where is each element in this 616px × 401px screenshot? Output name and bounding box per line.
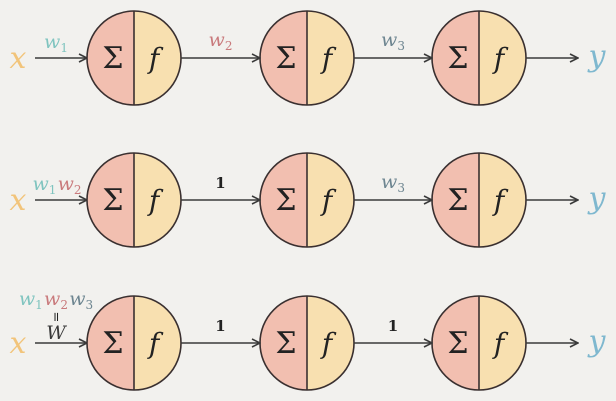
input-weight-label: w1 w2 <box>32 173 81 197</box>
input-weight-label-w1-sub: 1 <box>49 183 57 197</box>
input-weight-label-w2-sub: 2 <box>60 298 68 312</box>
neuron-r2-n2-sum-half <box>260 153 307 247</box>
neuron-r3-n1-sum-half <box>87 296 134 390</box>
link-2-weight-w1: w <box>381 29 397 51</box>
neuron-r1-n1-activation-half <box>134 11 181 105</box>
neuron-r3-n3-sum-half <box>432 296 479 390</box>
input-weight-label: w1 w2 w3 <box>19 288 93 312</box>
neuron-r3-n1-activation-half <box>134 296 181 390</box>
neuron-r3-n1-sum-symbol: Σ <box>102 326 123 361</box>
neuron-r2-n1-sum-half <box>87 153 134 247</box>
neuron-r3-n2-sum-symbol: Σ <box>275 326 296 361</box>
link-2-weight: w3 <box>381 171 405 195</box>
link-1-weight: 1 <box>215 174 225 192</box>
neuron-r1-n3-sum-symbol: Σ <box>447 41 468 76</box>
input-weight-label-w3: w <box>69 288 85 310</box>
input-weight-label-w2: w <box>44 288 60 310</box>
neuron-r1-n1-sum-half <box>87 11 134 105</box>
output-y: y <box>587 324 607 359</box>
neuron-r2-n1-sum-symbol: Σ <box>102 183 123 218</box>
neuron-r3-n2-activation-half <box>307 296 354 390</box>
neuron-r1-n2-activation-half <box>307 11 354 105</box>
link-1-weight: 1 <box>215 317 225 335</box>
neuron-r1-n2-sum-symbol: Σ <box>275 41 296 76</box>
neuron-r2-n1-activation-half <box>134 153 181 247</box>
neuron-r1-n3-activation-half <box>479 11 526 105</box>
link-2-weight-w1-sub: 3 <box>397 181 405 195</box>
neuron-r2-n3-sum-symbol: Σ <box>447 183 468 218</box>
output-y: y <box>587 181 607 216</box>
link-1-weight-w1: w <box>209 29 225 51</box>
neuron-r2-n2-sum-symbol: Σ <box>275 183 296 218</box>
equals-sign: = <box>48 312 63 323</box>
input-x: x <box>10 326 27 361</box>
neuron-r2-n2-activation-half <box>307 153 354 247</box>
neuron-r2-n3-sum-half <box>432 153 479 247</box>
neuron-r1-n1-sum-symbol: Σ <box>102 41 123 76</box>
input-weight-label-w2-sub: 2 <box>74 183 82 197</box>
input-weight-label-w1-sub: 1 <box>60 41 68 55</box>
input-x: x <box>10 41 27 76</box>
neuron-r3-n2-sum-half <box>260 296 307 390</box>
input-weight-label-w1: w <box>32 173 48 195</box>
link-2-weight: 1 <box>388 317 398 335</box>
link-1-weight-w1-sub: 2 <box>225 39 233 53</box>
link-2-weight: w3 <box>381 29 405 53</box>
link-2-weight-w1: w <box>381 171 397 193</box>
input-x: x <box>10 183 27 218</box>
input-weight-label: w1 <box>44 31 68 55</box>
neuron-r3-n3-activation-half <box>479 296 526 390</box>
input-weight-label-w1: w <box>19 288 35 310</box>
input-weight-label-w1-sub: 1 <box>35 298 43 312</box>
link-1-weight: w2 <box>209 29 233 53</box>
neuron-r3-n3-sum-symbol: Σ <box>447 326 468 361</box>
neuron-r1-n3-sum-half <box>432 11 479 105</box>
link-2-weight-w1-sub: 3 <box>397 39 405 53</box>
input-weight-label-w2: w <box>58 173 74 195</box>
neuron-r2-n3-activation-half <box>479 153 526 247</box>
input-weight-label-w3-sub: 3 <box>86 298 94 312</box>
combined-weight-W: W <box>46 322 67 344</box>
output-y: y <box>587 39 607 74</box>
input-weight-label-w1: w <box>44 31 60 53</box>
neuron-r1-n2-sum-half <box>260 11 307 105</box>
